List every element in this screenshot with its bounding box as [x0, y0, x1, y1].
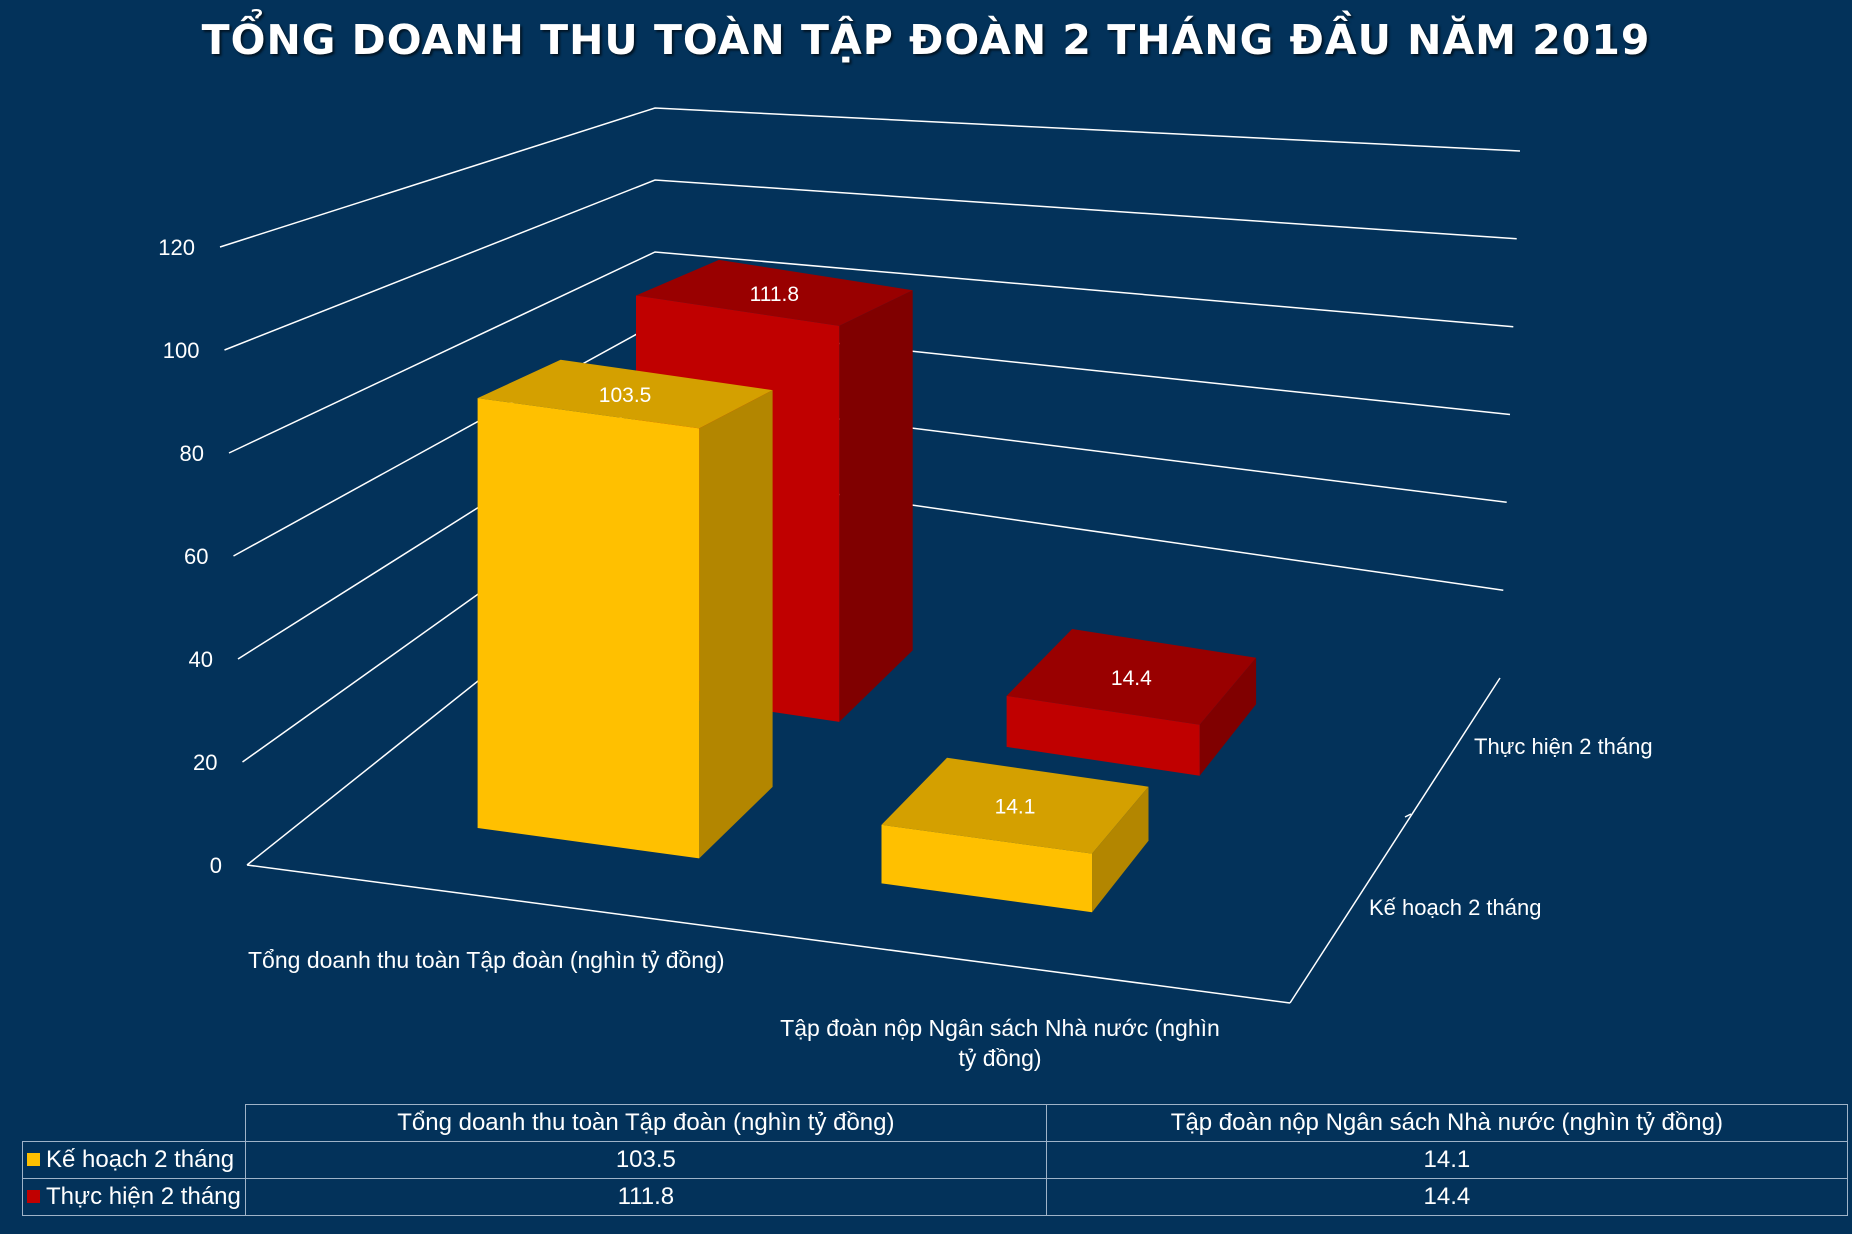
data-table-row: Thực hiện 2 tháng 111.8 14.4: [22, 1178, 1848, 1216]
bar-ke-hoach-doanh-thu: [477, 398, 700, 859]
bar-top-thuc-hien-ngan-sach: [1006, 629, 1257, 725]
chart-plot: 0 20 40 60 80 100 120 Tổng doanh thu toàn Tập đ…: [158, 107, 1653, 1071]
y-tick-label: 120: [158, 235, 195, 260]
data-table-column-header: Tập đoàn nộp Ngân sách Nhà nước (nghìn t…: [1045, 1104, 1848, 1142]
data-table-header-row: Tổng doanh thu toàn Tập đoàn (nghìn tỷ đ…: [22, 1104, 1848, 1142]
data-label: 14.4: [1111, 667, 1152, 690]
chart-title: TỔNG DOANH THU TOÀN TẬP ĐOÀN 2 THÁNG ĐẦU…: [201, 16, 1651, 64]
data-table-row: Kế hoạch 2 tháng 103.5 14.1: [22, 1141, 1848, 1179]
bar-side-thuc-hien-doanh-thu: [839, 290, 913, 722]
data-table-column-header: Tổng doanh thu toàn Tập đoàn (nghìn tỷ đ…: [244, 1104, 1047, 1142]
y-tick-label: 100: [163, 338, 200, 363]
y-tick-label: 20: [193, 750, 217, 775]
legend-swatch-ke-hoach: [27, 1153, 40, 1166]
bar-thuc-hien-ngan-sach: [1006, 695, 1200, 776]
bar-top-ke-hoach-doanh-thu: [477, 359, 773, 429]
y-tick-label: 80: [180, 441, 204, 466]
data-table: Tổng doanh thu toàn Tập đoàn (nghìn tỷ đ…: [22, 1104, 1848, 1216]
depth-tick-label: Thực hiện 2 tháng: [1474, 734, 1653, 759]
gridline: [219, 107, 1521, 248]
gridline: [224, 179, 1517, 351]
data-label: 14.1: [995, 796, 1036, 819]
legend-swatch-thuc-hien: [27, 1190, 40, 1203]
bar-side-ke-hoach-doanh-thu: [699, 390, 773, 859]
data-table-row-header: Kế hoạch 2 tháng: [22, 1141, 246, 1179]
depth-tick-mark: [1404, 813, 1412, 818]
data-table-corner: [22, 1104, 246, 1142]
data-table-cell: 14.4: [1045, 1178, 1848, 1216]
data-table-cell: 103.5: [244, 1141, 1047, 1179]
bar-ke-hoach-ngan-sach: [881, 824, 1093, 913]
x-tick-label: tỷ đồng): [958, 1045, 1041, 1071]
data-label: 103.5: [599, 384, 652, 407]
bar-side-ke-hoach-ngan-sach: [1092, 786, 1149, 913]
y-tick-label: 40: [189, 647, 213, 672]
bar-side-thuc-hien-ngan-sach: [1199, 657, 1257, 776]
x-axis-line: [246, 864, 1291, 1004]
series-name: Kế hoạch 2 tháng: [46, 1146, 235, 1173]
bar-top-thuc-hien-doanh-thu: [636, 259, 913, 326]
y-tick-label: 60: [184, 544, 208, 569]
series-name: Thực hiện 2 tháng: [46, 1183, 241, 1210]
gridline: [228, 251, 1514, 454]
x-tick-label: Tổng doanh thu toàn Tập đoàn (nghìn tỷ đ…: [248, 947, 725, 973]
depth-tick-label: Kế hoạch 2 tháng: [1369, 895, 1541, 920]
depth-axis-line: [1289, 677, 1501, 1004]
data-table-row-header: Thực hiện 2 tháng: [22, 1178, 246, 1216]
x-tick-label: Tập đoàn nộp Ngân sách Nhà nước (nghìn: [780, 1015, 1220, 1041]
data-label: 111.8: [750, 283, 799, 306]
data-table-cell: 14.1: [1045, 1141, 1848, 1179]
y-tick-label: 0: [210, 853, 222, 878]
bar-top-ke-hoach-ngan-sach: [881, 757, 1149, 854]
data-table-cell: 111.8: [244, 1178, 1047, 1216]
